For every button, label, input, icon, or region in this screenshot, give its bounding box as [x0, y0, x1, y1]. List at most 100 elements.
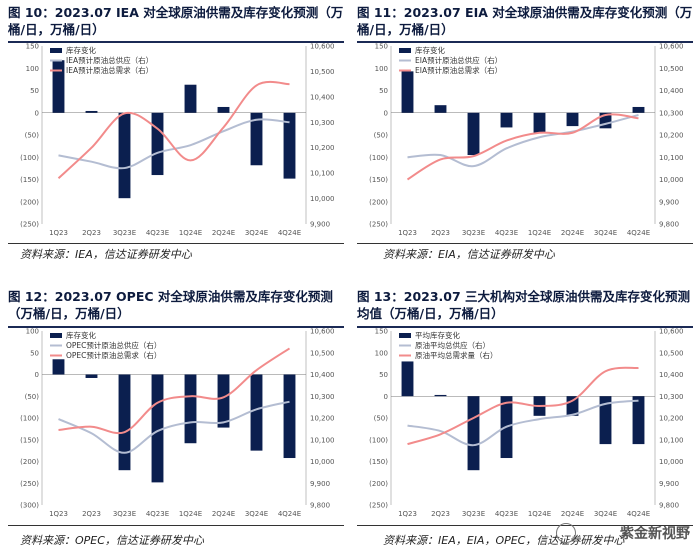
legend-label: 平均库存变化 [415, 330, 460, 340]
source-rule [8, 243, 344, 244]
x-tick-label: 2Q23 [82, 510, 101, 518]
tick-label-right: 10,200 [659, 415, 684, 423]
bar [401, 71, 414, 113]
bar [250, 374, 263, 451]
legend-label: IEA预计原油总供应（右） [66, 55, 153, 65]
tick-label-left: (100) [369, 436, 388, 444]
tick-label-left: (150) [20, 176, 39, 184]
legend-label: IEA预计原油总需求（右） [66, 65, 153, 75]
tick-label-left: (50) [374, 132, 389, 140]
x-tick-label: 4Q23E [495, 510, 518, 518]
bar [401, 361, 414, 397]
tick-label-right: 10,600 [310, 43, 335, 51]
tick-label-left: 100 [375, 65, 388, 73]
tick-label-right: 10,100 [659, 436, 684, 444]
x-tick-label: 3Q24E [594, 229, 617, 237]
tick-label-left: (50) [25, 393, 40, 401]
tick-label-left: 100 [26, 328, 39, 336]
bar [283, 374, 296, 459]
bar [217, 374, 230, 428]
x-tick-label: 1Q23 [49, 510, 68, 518]
bar [184, 84, 197, 113]
tick-label-right: 10,400 [659, 371, 684, 379]
bar [500, 112, 513, 128]
demand-line [57, 80, 290, 179]
bar [434, 105, 447, 113]
legend-label: EIA预计原油总供应（右） [415, 55, 502, 65]
tick-label-right: 9,900 [310, 480, 330, 488]
tick-label-right: 10,600 [310, 328, 335, 336]
source-rule [8, 525, 344, 526]
bar [118, 112, 131, 199]
bar [283, 112, 296, 179]
tick-label-right: 10,500 [659, 65, 684, 73]
bar [85, 374, 98, 378]
tick-label-left: (100) [369, 154, 388, 162]
tick-label-right: 10,400 [310, 371, 335, 379]
tick-label-left: (250) [369, 502, 388, 510]
x-tick-label: 1Q24E [528, 229, 551, 237]
tick-label-left: 0 [35, 371, 39, 379]
tick-label-left: (150) [369, 176, 388, 184]
tick-label-left: 150 [375, 43, 388, 51]
x-tick-label: 2Q23 [431, 510, 450, 518]
legend-swatch [50, 333, 62, 338]
tick-label-left: (200) [20, 198, 39, 206]
bar [250, 112, 263, 166]
x-tick-label: 4Q23E [146, 229, 169, 237]
x-tick-label: 3Q23E [113, 510, 136, 518]
x-tick-label: 4Q24E [627, 229, 650, 237]
tick-label-left: (250) [20, 480, 39, 488]
tick-label-left: (150) [20, 436, 39, 444]
tick-label-left: 150 [375, 328, 388, 336]
tick-label-left: (150) [369, 458, 388, 466]
x-tick-label: 3Q24E [245, 229, 268, 237]
chart-title: 图 10：2023.07 IEA 对全球原油供需及库存变化预测（万桶/日，万桶/… [8, 5, 344, 37]
bar [151, 374, 164, 483]
tick-label-left: (50) [374, 415, 389, 423]
supply-line [407, 114, 639, 168]
supply-line [58, 400, 290, 454]
tick-label-right: 10,600 [659, 43, 684, 51]
x-tick-label: 2Q23 [82, 229, 101, 237]
x-tick-label: 2Q23 [431, 229, 450, 237]
tick-label-left: 0 [384, 393, 388, 401]
x-tick-label: 3Q24E [594, 510, 617, 518]
x-tick-label: 1Q24E [179, 510, 202, 518]
tick-label-right: 10,100 [310, 170, 335, 178]
tick-label-right: 10,500 [310, 349, 335, 357]
tick-label-right: 10,100 [310, 436, 335, 444]
tick-label-right: 9,900 [310, 221, 330, 229]
chart-eia: 150 100 50 0 (50) (100) (150) (200) (250) 10,600 1… [369, 43, 684, 238]
x-tick-label: 4Q23E [146, 510, 169, 518]
bar [632, 106, 645, 113]
tick-label-right: 10,500 [310, 68, 335, 76]
tick-label-right: 10,200 [310, 415, 335, 423]
tick-label-right: 10,500 [659, 349, 684, 357]
legend-swatch [399, 333, 411, 338]
tick-label-left: (50) [25, 132, 40, 140]
tick-label-left: 100 [26, 65, 39, 73]
x-tick-label: 1Q23 [49, 229, 68, 237]
legend-label: 原油平均总需求量（右） [415, 350, 498, 360]
x-tick-label: 4Q24E [278, 510, 301, 518]
chart-opec: 100 50 0 (50) (100) (150) (200) (250) (300) 10,60… [20, 328, 335, 519]
tick-label-left: (100) [20, 154, 39, 162]
tick-label-right: 10,300 [659, 109, 684, 117]
x-tick-label: 1Q24E [528, 510, 551, 518]
tick-label-left: 0 [35, 109, 39, 117]
tick-label-right: 10,600 [659, 328, 684, 336]
tick-label-left: 50 [379, 87, 388, 95]
tick-label-right: 10,400 [310, 93, 335, 101]
wechat-icon [556, 523, 576, 543]
tick-label-right: 10,300 [310, 393, 335, 401]
tick-label-left: (200) [369, 480, 388, 488]
bar [599, 112, 612, 129]
tick-label-right: 10,000 [310, 458, 335, 466]
title-rule [357, 326, 693, 328]
tick-label-right: 10,100 [659, 154, 684, 162]
tick-label-right: 10,300 [659, 393, 684, 401]
tick-label-right: 10,000 [310, 195, 335, 203]
bar [52, 359, 65, 375]
demand-line [58, 347, 291, 435]
